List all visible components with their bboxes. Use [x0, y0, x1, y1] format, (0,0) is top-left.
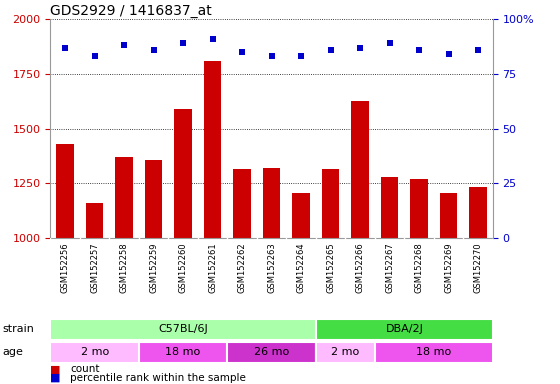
Text: age: age — [3, 347, 24, 358]
Point — [326, 47, 335, 53]
Bar — [145, 161, 162, 238]
Bar — [227, 342, 316, 363]
Text: GSM152270: GSM152270 — [474, 242, 483, 293]
Bar — [50, 319, 316, 340]
Text: GSM152267: GSM152267 — [385, 242, 394, 293]
Bar — [375, 342, 493, 363]
Point — [120, 42, 129, 48]
Text: GSM152264: GSM152264 — [297, 242, 306, 293]
Text: GSM152269: GSM152269 — [444, 242, 453, 293]
Point — [414, 47, 423, 53]
Text: 18 mo: 18 mo — [166, 347, 200, 358]
Point — [474, 47, 483, 53]
Text: GSM152265: GSM152265 — [326, 242, 335, 293]
Bar — [292, 193, 310, 238]
Point — [149, 47, 158, 53]
Point — [208, 36, 217, 42]
Text: GSM152263: GSM152263 — [267, 242, 276, 293]
Text: 2 mo: 2 mo — [331, 347, 360, 358]
Text: GSM152268: GSM152268 — [414, 242, 423, 293]
Text: percentile rank within the sample: percentile rank within the sample — [70, 373, 246, 383]
Text: ■: ■ — [50, 364, 61, 374]
Point — [267, 53, 276, 60]
Text: C57BL/6J: C57BL/6J — [158, 324, 208, 334]
Bar — [115, 157, 133, 238]
Point — [297, 53, 306, 60]
Text: GSM152261: GSM152261 — [208, 242, 217, 293]
Bar — [316, 342, 375, 363]
Text: GDS2929 / 1416837_at: GDS2929 / 1416837_at — [50, 4, 212, 18]
Point — [356, 45, 365, 51]
Bar — [440, 193, 458, 238]
Point — [179, 40, 188, 46]
Text: GSM152260: GSM152260 — [179, 242, 188, 293]
Bar — [410, 179, 428, 238]
Text: 26 mo: 26 mo — [254, 347, 289, 358]
Bar — [469, 187, 487, 238]
Point — [90, 53, 99, 60]
Bar — [57, 144, 74, 238]
Bar — [316, 319, 493, 340]
Point — [385, 40, 394, 46]
Bar — [322, 169, 339, 238]
Bar — [139, 342, 227, 363]
Point — [60, 45, 69, 51]
Text: GSM152256: GSM152256 — [60, 242, 69, 293]
Text: 18 mo: 18 mo — [416, 347, 451, 358]
Bar — [50, 342, 139, 363]
Text: GSM152262: GSM152262 — [237, 242, 246, 293]
Point — [444, 51, 453, 57]
Text: GSM152259: GSM152259 — [149, 242, 158, 293]
Text: GSM152257: GSM152257 — [90, 242, 99, 293]
Bar — [351, 101, 369, 238]
Text: count: count — [70, 364, 100, 374]
Point — [237, 49, 246, 55]
Text: ■: ■ — [50, 373, 61, 383]
Text: strain: strain — [3, 324, 35, 334]
Text: GSM152258: GSM152258 — [120, 242, 129, 293]
Bar — [263, 168, 281, 238]
Bar — [174, 109, 192, 238]
Bar — [234, 169, 251, 238]
Text: 2 mo: 2 mo — [81, 347, 109, 358]
Bar — [381, 177, 398, 238]
Text: DBA/2J: DBA/2J — [385, 324, 423, 334]
Text: GSM152266: GSM152266 — [356, 242, 365, 293]
Bar — [86, 203, 104, 238]
Bar — [204, 61, 221, 238]
